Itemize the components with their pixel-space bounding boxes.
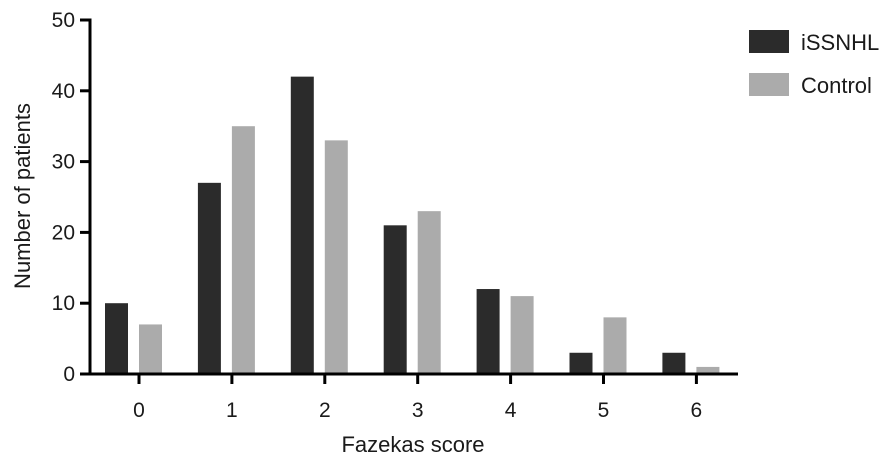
y-axis-title: Number of patients [10,103,35,289]
legend-swatch-issnhl [749,30,789,53]
bar-issnhl-3 [383,225,407,374]
x-tick-label: 5 [598,399,610,422]
y-tick-label: 40 [52,80,75,103]
legend-label-issnhl: iSSNHL [801,30,879,55]
bar-control-1 [231,126,255,374]
bar-issnhl-1 [197,182,221,374]
x-tick-label: 3 [412,399,424,422]
bar-issnhl-4 [476,289,500,374]
bar-issnhl-5 [569,352,593,374]
bar-issnhl-6 [662,352,686,374]
y-ticks: 0 10 20 30 40 50 [52,9,90,386]
bar-control-6 [696,366,720,374]
y-tick-label: 0 [63,363,75,386]
bar-control-2 [324,140,348,374]
x-ticks: 0 1 2 3 4 5 6 [133,374,702,422]
bar-control-4 [510,296,534,374]
x-tick-label: 0 [133,399,145,422]
bars-layer [105,76,720,374]
y-tick-label: 20 [52,221,75,244]
bar-issnhl-0 [105,303,128,374]
x-tick-label: 6 [691,399,703,422]
bar-issnhl-2 [290,76,314,374]
bar-control-3 [417,211,441,374]
bar-control-0 [139,324,162,374]
legend: iSSNHL Control [749,30,879,98]
y-tick-label: 30 [52,151,75,174]
x-tick-label: 2 [319,399,331,422]
bar-control-5 [603,317,627,374]
legend-label-control: Control [801,73,872,98]
axes-layer [88,18,738,376]
legend-swatch-control [749,73,789,96]
x-axis-title: Fazekas score [341,432,484,457]
x-tick-label: 4 [505,399,517,422]
y-tick-label: 10 [52,292,75,315]
y-tick-label: 50 [52,9,75,32]
x-tick-label: 1 [226,399,238,422]
